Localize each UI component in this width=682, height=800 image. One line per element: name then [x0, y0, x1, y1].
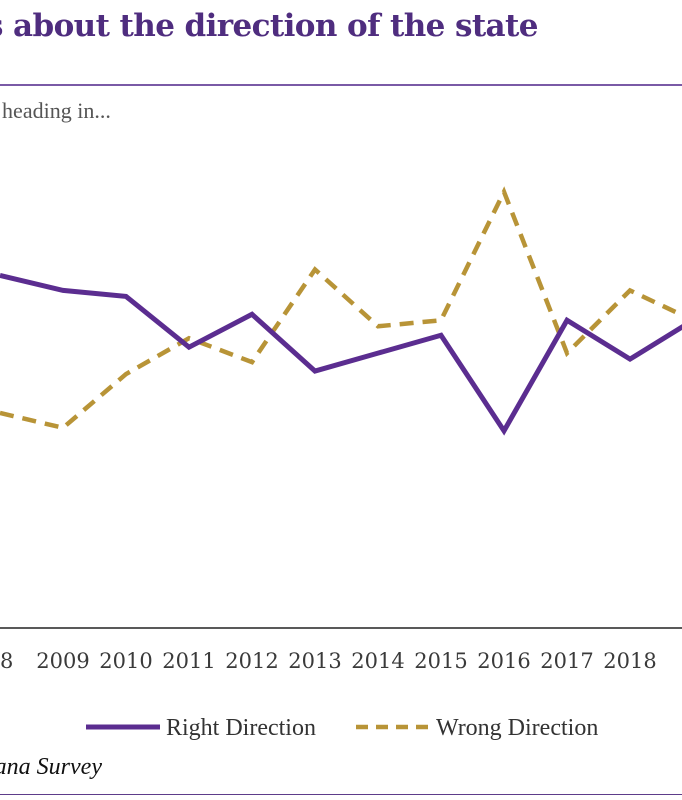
source-note: iana Survey: [0, 754, 102, 780]
x-tick-label: 2016: [477, 649, 530, 673]
x-tick-label: 2013: [288, 649, 341, 673]
legend-label-wrong-direction: Wrong Direction: [436, 715, 598, 741]
x-tick-label: 2011: [162, 649, 215, 673]
x-tick-label: 2014: [351, 649, 404, 673]
legend-label-right-direction: Right Direction: [166, 715, 316, 741]
plot-area: [0, 186, 682, 436]
x-axis: 08 2009 2010 2011 2012 2013 2014 2015 2016 2017 20…: [0, 627, 682, 673]
x-tick-label: 2009: [36, 649, 89, 673]
chart-subtitle: s heading in...: [0, 98, 111, 123]
x-tick-label: 08: [0, 649, 13, 673]
x-tick-label: 2012: [225, 649, 278, 673]
x-tick-label: 2010: [99, 649, 152, 673]
legend: Right Direction Wrong Direction: [86, 715, 598, 741]
chart-title: s about the direction of the state: [0, 8, 538, 44]
x-tick-label: 2017: [540, 649, 593, 673]
x-tick-label: 2018: [603, 649, 656, 673]
series-line-right-direction: [0, 273, 682, 436]
title-divider: [0, 84, 682, 86]
series-line-wrong-direction: [0, 186, 682, 431]
x-tick-label: 2015: [414, 649, 467, 673]
footer-divider: [0, 794, 682, 795]
